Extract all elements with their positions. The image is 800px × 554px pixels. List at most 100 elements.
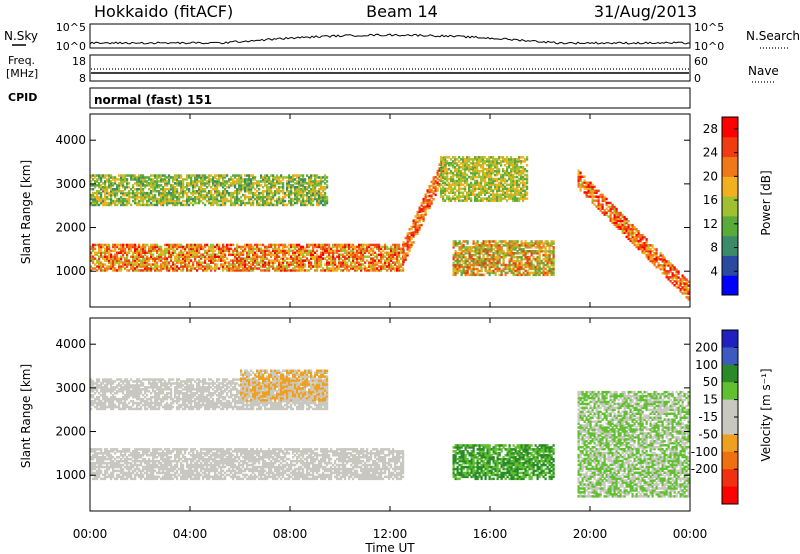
power-cell <box>476 250 479 253</box>
power-cell <box>506 265 509 269</box>
power-cell <box>326 267 329 270</box>
power-cell <box>106 180 109 183</box>
power-cell <box>422 207 425 211</box>
power-cell <box>605 213 608 216</box>
power-cell <box>122 197 125 201</box>
power-cell <box>120 245 123 249</box>
power-cell <box>356 267 359 270</box>
power-cell <box>518 171 521 175</box>
power-cell <box>194 178 197 181</box>
power-cell <box>128 201 131 205</box>
power-cell <box>506 162 509 165</box>
power-cell <box>362 255 365 258</box>
power-cell <box>260 255 263 258</box>
power-cell <box>502 189 505 192</box>
power-cell <box>643 247 646 251</box>
power-cell <box>196 191 199 195</box>
power-cell <box>482 273 485 277</box>
power-cell <box>510 173 513 177</box>
power-cell <box>180 174 183 177</box>
radar-title: Hokkaido (fitACF) <box>94 2 233 21</box>
power-cell <box>174 193 177 197</box>
power-cell <box>508 252 511 255</box>
power-cell <box>274 249 277 253</box>
power-cell <box>192 182 195 185</box>
power-cell <box>276 176 279 179</box>
power-cell <box>494 185 497 189</box>
power-cell <box>372 253 375 256</box>
power-cell <box>446 162 449 165</box>
power-cell <box>160 176 163 179</box>
noise-right-tick-top: 10^5 <box>694 21 724 34</box>
power-cell <box>364 255 367 258</box>
power-cell <box>188 195 191 199</box>
power-cell <box>212 197 215 201</box>
power-cell <box>384 259 387 262</box>
power-cell <box>96 195 99 199</box>
power-cell <box>350 263 353 266</box>
power-cell <box>214 182 217 185</box>
power-cell <box>314 195 317 199</box>
power-cell <box>232 259 235 262</box>
power-cell <box>116 191 119 195</box>
noise-left-label: N.Sky <box>4 29 38 43</box>
power-cell <box>134 255 137 258</box>
power-cell <box>160 188 163 191</box>
power-cell <box>196 178 199 181</box>
power-cell <box>310 203 313 207</box>
power-cell <box>550 242 553 245</box>
power-cell <box>504 244 507 247</box>
power-cell <box>106 247 109 251</box>
power-cell <box>282 251 285 254</box>
power-cell <box>92 243 95 247</box>
power-cell <box>360 257 363 260</box>
power-cell <box>316 269 319 272</box>
power-cell <box>144 265 147 268</box>
power-cell <box>470 269 473 273</box>
power-cell <box>488 261 491 265</box>
power-cell <box>120 261 123 264</box>
power-cell <box>178 267 181 270</box>
power-cell <box>452 173 455 177</box>
power-cell <box>114 249 117 253</box>
power-cell <box>314 182 317 185</box>
power-cell <box>230 199 233 203</box>
power-cell <box>172 201 175 205</box>
power-cell <box>380 265 383 268</box>
power-cell <box>595 191 598 194</box>
power-cell <box>506 263 509 267</box>
power-cell <box>272 184 275 187</box>
power-cell <box>462 253 465 257</box>
power-cell <box>136 269 139 272</box>
power-cell <box>344 247 347 251</box>
power-cell <box>508 160 511 163</box>
power-cell <box>144 245 147 249</box>
power-cell <box>166 261 169 264</box>
power-cell <box>312 174 315 177</box>
power-cell <box>246 269 249 272</box>
power-cell <box>376 269 379 272</box>
power-cell <box>528 267 531 271</box>
power-cell <box>548 259 551 263</box>
power-cell <box>506 156 509 159</box>
power-cell <box>282 190 285 193</box>
power-cell <box>314 245 317 249</box>
power-cell <box>294 255 297 258</box>
power-cell <box>478 175 481 179</box>
power-cell <box>264 195 267 199</box>
power-cell <box>498 156 501 159</box>
power-cell <box>370 269 373 272</box>
power-cell <box>196 261 199 264</box>
power-cell <box>605 197 608 201</box>
power-cell <box>176 174 179 177</box>
power-cell <box>587 191 590 194</box>
power-cell <box>546 265 549 269</box>
power-cell <box>286 245 289 249</box>
power-cell <box>581 183 584 186</box>
power-cell <box>508 175 511 179</box>
power-cell <box>298 265 301 268</box>
power-cell <box>454 269 457 273</box>
power-cell <box>374 263 377 266</box>
power-cell <box>460 273 463 277</box>
power-cell <box>122 176 125 179</box>
